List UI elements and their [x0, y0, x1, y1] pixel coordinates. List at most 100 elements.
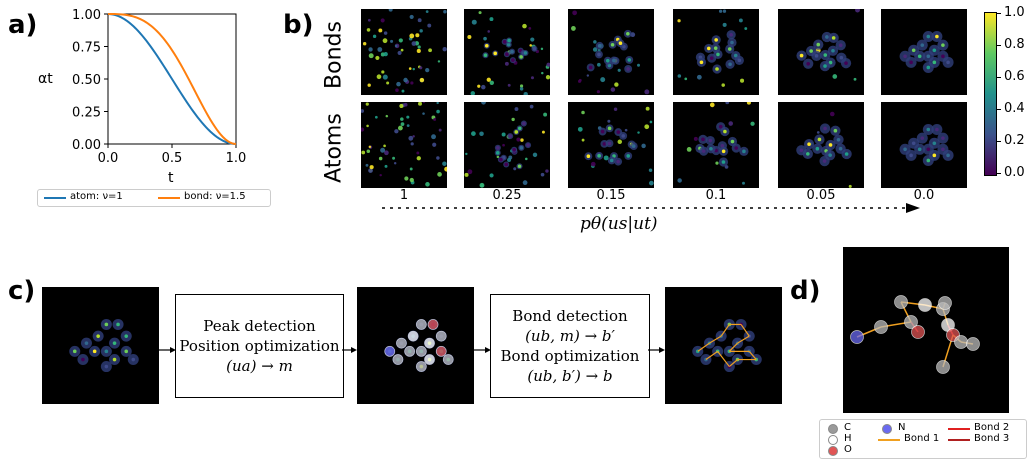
molecule-blob-core: [825, 35, 829, 39]
noise-blob: [384, 164, 388, 168]
noise-blob: [715, 161, 719, 165]
molecule-blob-core: [504, 162, 509, 167]
noise-blob: [829, 111, 835, 117]
molecule-blob-core: [823, 64, 827, 68]
detected-atom-marker: [416, 319, 427, 330]
molecule-blob-core: [626, 154, 631, 158]
colorbar-tick-label: 0.4: [1004, 101, 1025, 116]
noise-blob: [529, 104, 534, 109]
detected-atoms-image: [357, 287, 474, 404]
noise-blob: [477, 84, 481, 88]
molecule-blob-core: [932, 60, 937, 65]
step-label: 0.15: [596, 188, 626, 203]
noise-blob: [399, 103, 404, 109]
noise-blob: [377, 47, 383, 52]
legend-swatch-bond-1: [878, 439, 900, 441]
noise-blob: [383, 144, 386, 148]
colorbar-tick-mark: [997, 77, 1001, 78]
noise-blob: [425, 182, 430, 187]
molecule-blob-core: [730, 40, 734, 45]
series-line-bond: [108, 13, 237, 145]
noise-blob: [386, 81, 390, 85]
bonds-map-step-6: [881, 9, 967, 95]
noise-blob: [401, 89, 405, 93]
noise-blob: [816, 131, 820, 134]
molecule-blob-core: [816, 42, 821, 47]
molecule-blob-core: [838, 146, 843, 151]
molecule-blob-core: [616, 130, 621, 134]
noise-blob: [644, 124, 650, 130]
molecule-blob-core: [926, 158, 931, 163]
noise-blob: [390, 39, 394, 43]
noise-blob: [388, 7, 393, 12]
molecule-blob-core: [728, 62, 732, 67]
noise-blob: [486, 77, 491, 82]
molecule-blob-core: [822, 159, 827, 163]
noise-blob: [641, 143, 646, 149]
detected-bond: [740, 324, 750, 337]
series-line-atom: [107, 13, 237, 145]
noise-blob: [677, 178, 682, 183]
molecule-blob-core: [709, 56, 714, 60]
box2-line3: Bond optimization: [500, 347, 640, 365]
detected-atom-marker: [442, 354, 454, 365]
molecule-blob-core: [903, 147, 907, 152]
noise-blob: [409, 33, 415, 39]
molecule-blob-core: [911, 48, 916, 53]
detected-atom-marker: [404, 346, 415, 357]
detected-bond: [728, 359, 738, 368]
molecule-atom: [904, 315, 918, 329]
atoms-map-step-3: [568, 102, 654, 188]
colorbar-tick-mark: [997, 141, 1001, 142]
noise-blob: [368, 168, 373, 174]
noise-blob: [746, 100, 751, 105]
molecule-blob-core: [807, 142, 811, 146]
molecule-blob-core: [932, 153, 937, 158]
noise-blob: [409, 177, 414, 183]
molecule-atom: [918, 298, 932, 312]
noise-blob: [369, 165, 374, 170]
molecule-blob-core: [815, 146, 820, 151]
molecule-blob-core: [626, 31, 630, 36]
molecule-blob-core: [946, 153, 950, 158]
step-label: 1: [399, 188, 409, 203]
noise-blob: [603, 155, 609, 161]
peak-detection-box: Peak detection Position optimization (ua…: [175, 294, 344, 398]
molecule-blob-core: [911, 141, 916, 146]
noise-blob: [400, 122, 405, 126]
noise-blob: [750, 121, 755, 126]
x-tick-label: 1.0: [226, 151, 247, 166]
noise-blob: [522, 23, 527, 29]
atoms-map-step-2: [464, 99, 550, 188]
molecule-blob-core: [124, 334, 129, 338]
noise-blob: [540, 47, 544, 51]
molecule-blob-core: [510, 49, 514, 54]
molecule-blob-core: [706, 46, 711, 51]
molecule-blob-core: [607, 126, 612, 131]
molecule-blob-core: [926, 54, 931, 59]
molecule-atom: [874, 320, 888, 334]
noise-blob: [409, 167, 413, 171]
noise-blob: [572, 10, 578, 16]
molecule-blob-core: [701, 149, 706, 153]
noise-blob: [855, 7, 860, 13]
molecule-blob-core: [806, 61, 811, 66]
molecule-blob-core: [112, 341, 117, 345]
bond-detection-box: Bond detection (ub, m) → b′ Bond optimiz…: [490, 294, 650, 398]
noise-blob: [392, 156, 396, 160]
molecule-blob-core: [716, 52, 720, 57]
noise-blob: [540, 172, 545, 177]
noise-blob: [507, 157, 512, 162]
molecule-blob-core: [909, 60, 913, 65]
noise-blob: [381, 70, 385, 74]
molecule-blob-core: [941, 147, 945, 152]
noise-blob: [513, 167, 517, 171]
noise-blob: [395, 88, 399, 92]
y-tick-label: 0.25: [72, 106, 101, 121]
noise-blob: [379, 173, 382, 177]
molecule-atom: [966, 337, 980, 351]
molecule-blob-core: [72, 349, 77, 354]
noise-blob: [520, 138, 524, 142]
molecule-blob-core: [597, 154, 601, 158]
colorbar-tick-label: 0.0: [1004, 165, 1025, 180]
